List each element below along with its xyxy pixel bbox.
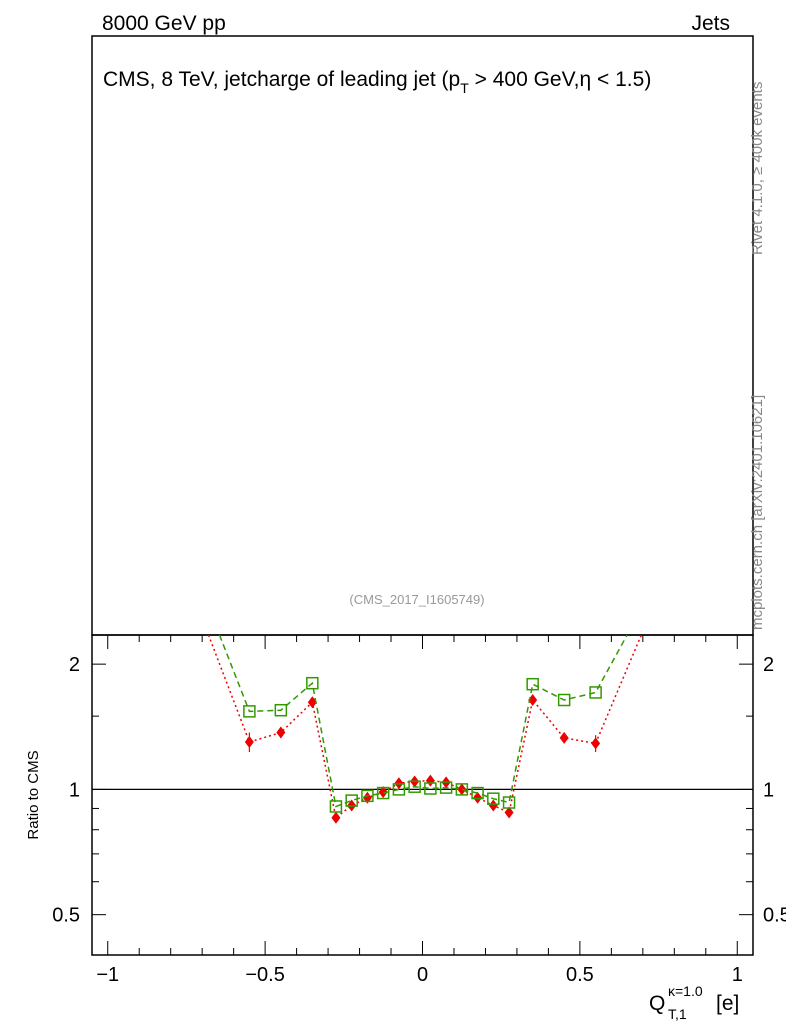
- x-tick-label: 0.5: [566, 964, 594, 986]
- data-point: [244, 735, 254, 748]
- x-axis-label-unit: [e]: [716, 992, 739, 1015]
- data-point: [331, 811, 341, 824]
- y-axis-label: Ratio to CMS: [25, 750, 42, 839]
- y-tick-label: 1: [69, 779, 80, 801]
- data-point: [488, 799, 498, 812]
- data-point: [243, 705, 256, 718]
- title-part-a: CMS, 8 TeV, jetcharge of leading jet (p: [103, 68, 460, 91]
- x-tick-label: −1: [96, 964, 119, 986]
- data-point: [392, 783, 406, 796]
- data-point: [526, 677, 539, 691]
- data-point: [307, 696, 317, 709]
- series-line: [218, 634, 628, 808]
- x-axis-label-q: Q: [649, 992, 665, 1015]
- analysis-id: (CMS_2017_I1605749): [349, 592, 484, 607]
- data-point: [457, 783, 467, 796]
- title-part-b: > 400 GeV,η < 1.5): [469, 68, 652, 91]
- data-point: [591, 737, 601, 750]
- data-point: [487, 792, 500, 805]
- main-panel-frame: [91, 35, 754, 636]
- y-tick-label-right: 2: [763, 654, 774, 676]
- data-point: [439, 781, 453, 794]
- data-point: [376, 786, 390, 800]
- rivet-label: Rivet 4.1.0, ≥ 400k events: [749, 82, 766, 255]
- y-tick-label: 2: [69, 654, 80, 676]
- data-point: [274, 703, 288, 717]
- x-axis-label: Q κ=1.0 T,1 [e]: [649, 983, 739, 1022]
- data-point: [557, 693, 571, 707]
- x-axis-label-sub: T,1: [668, 1006, 687, 1022]
- data-point: [408, 780, 421, 793]
- y-tick-label-right: 1: [763, 779, 774, 801]
- data-point: [276, 726, 286, 739]
- data-point: [329, 800, 343, 813]
- series-0: [207, 634, 642, 824]
- data-point: [589, 686, 602, 699]
- data-point: [455, 783, 469, 796]
- data-point: [425, 774, 435, 787]
- data-point: [306, 676, 319, 690]
- x-ticks: −1 −0.5 0 0.5 1: [96, 635, 743, 986]
- data-point: [345, 794, 358, 807]
- x-tick-label: 1: [732, 964, 743, 986]
- ratio-panel-frame: [91, 634, 754, 956]
- series-group: [207, 634, 642, 824]
- data-point: [378, 786, 388, 799]
- data-point: [502, 796, 516, 809]
- data-point: [361, 789, 374, 803]
- y-ticks: 0.5 0.5 1 1 2 2: [52, 654, 786, 927]
- y-tick-label: 0.5: [52, 905, 80, 927]
- data-point: [559, 731, 569, 744]
- data-point: [504, 806, 514, 819]
- header-left: 8000 GeV pp: [102, 12, 226, 35]
- data-point: [528, 694, 538, 707]
- data-point: [471, 786, 484, 800]
- x-axis-label-sup: κ=1.0: [668, 983, 703, 999]
- series-line: [207, 634, 642, 820]
- main-panel-title: CMS, 8 TeV, jetcharge of leading jet (pT…: [103, 68, 651, 96]
- x-tick-label: 0: [417, 964, 428, 986]
- series-1: [218, 634, 628, 813]
- x-tick-label: −0.5: [245, 964, 284, 986]
- title-subscript: T: [460, 80, 469, 96]
- data-point: [424, 782, 437, 795]
- header-right: Jets: [691, 12, 730, 35]
- y-tick-label-right: 0.5: [763, 905, 786, 927]
- source-label: mcplots.cern.ch [arXiv:2401.10621]: [749, 395, 766, 630]
- data-point: [473, 791, 483, 804]
